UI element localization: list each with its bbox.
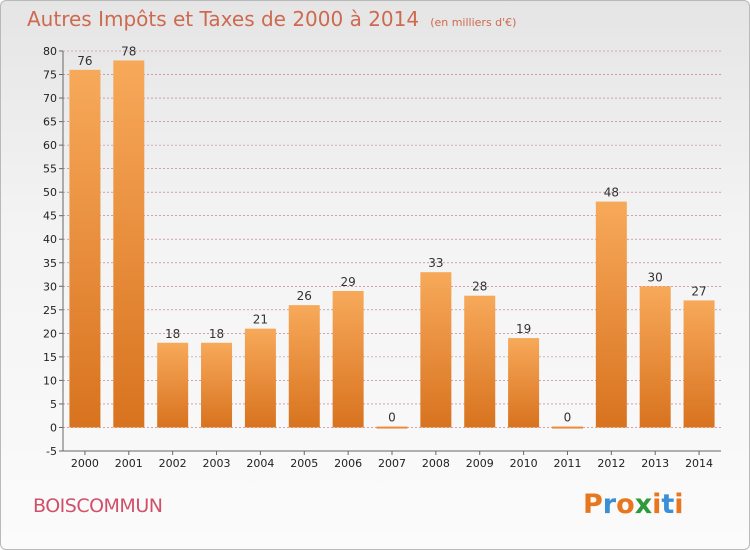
y-tick-label: 60 — [43, 139, 57, 152]
bar-2011 — [551, 426, 583, 429]
bars: 76 78 18 18 21 26 29 0 33 28 19 0 48 30 27 — [69, 44, 715, 429]
bar-2007 — [376, 426, 408, 429]
x-tick-label-2007: 2007 — [378, 457, 406, 470]
chart-unit: (en milliers d'€) — [430, 16, 517, 29]
y-tick-label: 25 — [43, 304, 57, 317]
y-tick-label: 80 — [43, 45, 57, 58]
bar-2012 — [595, 201, 627, 428]
x-tick-label-2014: 2014 — [685, 457, 713, 470]
bar-2013 — [639, 286, 671, 428]
x-tick-label-2008: 2008 — [422, 457, 450, 470]
y-tick-label: 55 — [43, 163, 57, 176]
value-label-2000: 76 — [77, 54, 92, 68]
logo-letter: x — [634, 489, 653, 520]
bar-2009 — [464, 295, 496, 428]
proxiti-logo: Proxiti — [583, 489, 684, 520]
value-label-2002: 18 — [165, 327, 180, 341]
value-label-2009: 28 — [472, 280, 487, 294]
x-tick-label-2002: 2002 — [159, 457, 187, 470]
logo-letter: r — [602, 489, 617, 520]
x-tick-label-2004: 2004 — [246, 457, 274, 470]
y-tick-label: 50 — [43, 186, 57, 199]
bar-2003 — [201, 342, 233, 428]
y-tick-label: -5 — [46, 445, 57, 458]
value-label-2005: 26 — [297, 289, 312, 303]
x-tick-label-2012: 2012 — [597, 457, 625, 470]
logo-letter: P — [583, 489, 603, 520]
bar-2010 — [508, 338, 540, 428]
y-tick-label: 5 — [50, 398, 57, 411]
value-label-2013: 30 — [648, 270, 663, 284]
y-tick-label: 65 — [43, 116, 57, 129]
bar-2000 — [69, 69, 101, 428]
value-label-2008: 33 — [428, 256, 443, 270]
y-tick-label: 40 — [43, 233, 57, 246]
value-label-2014: 27 — [691, 284, 706, 298]
logo-letter: t — [661, 489, 675, 520]
logo-letter: i — [674, 489, 684, 520]
bar-2008 — [420, 272, 452, 428]
value-label-2012: 48 — [604, 186, 619, 200]
y-tick-label: 0 — [50, 421, 57, 434]
x-tick-label-2010: 2010 — [510, 457, 538, 470]
y-tick-label: 45 — [43, 210, 57, 223]
value-label-2001: 78 — [121, 44, 136, 58]
logo-letter: i — [652, 489, 662, 520]
bar-2005 — [288, 305, 320, 428]
chart-title: Autres Impôts et Taxes de 2000 à 2014 — [27, 7, 420, 31]
commune-name: BOISCOMMUN — [33, 495, 163, 517]
y-tick-label: 10 — [43, 374, 57, 387]
bar-2002 — [157, 342, 189, 428]
y-tick-label: 20 — [43, 327, 57, 340]
value-label-2003: 18 — [209, 327, 224, 341]
y-tick-label: 30 — [43, 280, 57, 293]
value-label-2004: 21 — [253, 313, 268, 327]
y-tick-label: 70 — [43, 92, 57, 105]
axes: -5 0 5 10 15 20 25 30 35 40 45 50 55 60 65 70 75 80 2000 20… — [43, 45, 721, 470]
x-tick-label-2011: 2011 — [553, 457, 581, 470]
title-block: Autres Impôts et Taxes de 2000 à 2014 (e… — [27, 7, 516, 31]
logo-letter: o — [616, 489, 635, 520]
y-tick-label: 75 — [43, 69, 57, 82]
x-tick-label-2013: 2013 — [641, 457, 669, 470]
value-label-2011: 0 — [564, 410, 572, 424]
bar-2014 — [683, 300, 715, 428]
x-tick-label-2009: 2009 — [466, 457, 494, 470]
x-tick-label-2001: 2001 — [115, 457, 143, 470]
y-tick-label: 35 — [43, 257, 57, 270]
value-label-2010: 19 — [516, 322, 531, 336]
bar-2004 — [244, 328, 276, 428]
y-tick-label: 15 — [43, 351, 57, 364]
x-tick-label-2005: 2005 — [290, 457, 318, 470]
x-tick-label-2000: 2000 — [71, 457, 99, 470]
bar-2001 — [113, 60, 145, 428]
x-tick-label-2003: 2003 — [203, 457, 231, 470]
value-label-2006: 29 — [340, 275, 355, 289]
value-label-2007: 0 — [388, 410, 396, 424]
bar-2006 — [332, 291, 364, 428]
x-tick-label-2006: 2006 — [334, 457, 362, 470]
